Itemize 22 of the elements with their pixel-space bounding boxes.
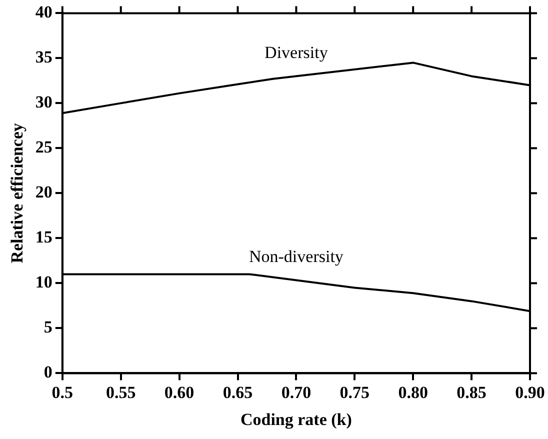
series-label: Non-diversity xyxy=(248,247,344,266)
series-label: Diversity xyxy=(264,43,328,62)
y-tick-label: 15 xyxy=(35,228,52,247)
x-tick-label: 0.90 xyxy=(515,382,545,402)
y-tick-label: 30 xyxy=(35,92,52,112)
x-tick-label: 0.75 xyxy=(340,382,370,402)
y-tick-label: 0 xyxy=(44,362,52,382)
y-tick-label: 35 xyxy=(35,48,52,67)
x-tick-label: 0.5 xyxy=(52,382,74,402)
y-axis-title: Relative efficiencey xyxy=(8,122,27,264)
y-tick-label: 20 xyxy=(35,182,52,202)
x-tick-label: 0.80 xyxy=(398,382,428,402)
x-axis-title: Coding rate (k) xyxy=(240,410,352,430)
x-tick-label: 0.70 xyxy=(281,382,312,402)
y-tick-label: 5 xyxy=(44,318,52,337)
x-tick-label: 0.85 xyxy=(456,382,486,402)
x-tick-label: 0.65 xyxy=(222,382,253,402)
y-tick-label: 40 xyxy=(35,2,52,22)
x-tick-label: 0.55 xyxy=(106,382,136,402)
y-tick-label: 10 xyxy=(35,272,52,292)
x-tick-label: 0.60 xyxy=(164,382,194,402)
y-tick-label: 25 xyxy=(35,138,52,157)
